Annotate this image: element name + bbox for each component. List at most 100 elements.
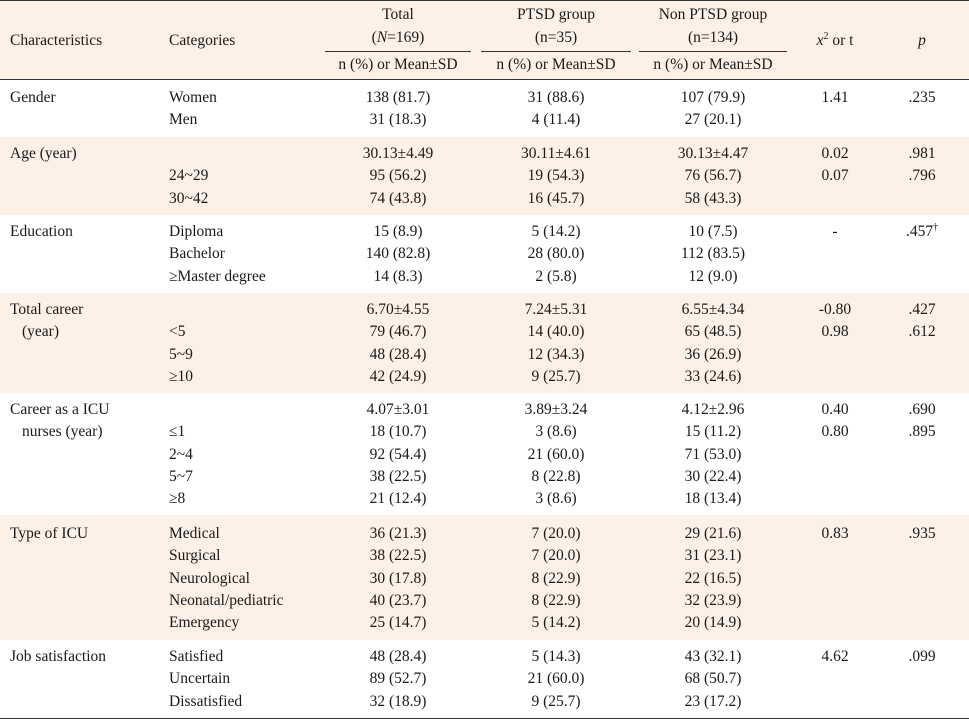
header-non-ptsd: Non PTSD group	[658, 6, 768, 23]
cell-ptsd: 3 (8.6)	[535, 423, 577, 441]
cell-non-ptsd: 33 (24.6)	[684, 367, 742, 385]
header-characteristics: Characteristics	[10, 32, 103, 49]
cell-total: 30 (17.8)	[369, 569, 427, 587]
cell-statistic: -0.80	[818, 301, 852, 318]
cell-category: Diploma	[169, 223, 224, 240]
cell-non-ptsd: 6.55±4.34	[681, 301, 745, 318]
cell-category: Dissatisfied	[169, 692, 243, 710]
cell-ptsd: 5 (14.2)	[531, 223, 581, 240]
header-total-n: (N=169)	[371, 29, 425, 46]
cell-p-value: .427	[908, 301, 936, 318]
cell-total: 48 (28.4)	[369, 648, 427, 665]
row-group-band	[0, 137, 969, 215]
cell-non-ptsd: 20 (14.9)	[684, 614, 742, 632]
cell-total: 31 (18.3)	[369, 111, 427, 129]
cell-category: Neurological	[169, 569, 250, 587]
cell-non-ptsd: 23 (17.2)	[684, 692, 742, 710]
header-statistic: x2 or t	[816, 30, 854, 49]
cell-category: 2~4	[169, 445, 193, 463]
cell-total: 18 (10.7)	[369, 423, 427, 441]
cell-total: 36 (21.3)	[369, 525, 427, 542]
cell-ptsd: 21 (60.0)	[527, 670, 585, 688]
cell-ptsd: 19 (54.3)	[527, 167, 585, 185]
cell-non-ptsd: 30 (22.4)	[684, 467, 742, 485]
cell-non-ptsd: 30.13±4.47	[677, 145, 749, 162]
cell-total: 79 (46.7)	[369, 323, 427, 341]
cell-p-value: .935	[908, 525, 936, 542]
header-p: p	[918, 32, 926, 49]
cell-non-ptsd: 18 (13.4)	[684, 490, 742, 508]
cell-category: Women	[169, 89, 217, 106]
cell-p-value: .981	[908, 145, 936, 162]
header-non-ptsd-n: (n=134)	[687, 29, 739, 46]
header-ptsd: PTSD group	[517, 6, 595, 23]
cell-total: 140 (82.8)	[365, 245, 431, 263]
cell-p-value: .457†	[905, 221, 939, 240]
group-label: Job satisfaction	[10, 648, 106, 665]
group-label: Type of ICU	[10, 525, 89, 542]
cell-statistic: -	[832, 223, 838, 240]
subheader-non-ptsd: n (%) or Mean±SD	[653, 56, 773, 73]
cell-ptsd: 16 (45.7)	[527, 189, 585, 207]
cell-total: 40 (23.7)	[369, 591, 427, 609]
cell-total: 48 (28.4)	[369, 345, 427, 363]
cell-ptsd: 21 (60.0)	[527, 445, 585, 463]
group-label: (year)	[22, 323, 59, 341]
row-group-band	[0, 515, 969, 640]
cell-category: Medical	[169, 525, 220, 542]
table-header-background	[0, 0, 969, 79]
cell-non-ptsd: 22 (16.5)	[684, 569, 742, 587]
cell-statistic: 0.98	[821, 323, 849, 341]
cell-ptsd: 5 (14.2)	[531, 614, 581, 632]
group-label: Career as a ICU	[10, 401, 110, 418]
cell-non-ptsd: 27 (20.1)	[684, 111, 742, 129]
cell-category: Satisfied	[169, 648, 224, 665]
cell-p-value: .796	[908, 167, 936, 185]
cell-total: 15 (8.9)	[373, 223, 423, 240]
cell-p-value: .690	[908, 401, 936, 418]
cell-non-ptsd: 29 (21.6)	[684, 525, 742, 542]
cell-category: ≤1	[169, 423, 186, 441]
cell-non-ptsd: 76 (56.7)	[684, 167, 742, 185]
cell-ptsd: 2 (5.8)	[535, 267, 577, 285]
cell-statistic: 1.41	[821, 89, 849, 106]
header-bottom-rule	[0, 79, 969, 80]
cell-p-value: .235	[908, 89, 936, 106]
cell-ptsd: 3 (8.6)	[535, 490, 577, 508]
cell-non-ptsd: 58 (43.3)	[684, 189, 742, 207]
cell-ptsd: 7 (20.0)	[531, 547, 581, 565]
cell-ptsd: 9 (25.7)	[531, 692, 581, 710]
cell-statistic: 0.83	[821, 525, 849, 542]
cell-ptsd: 7 (20.0)	[531, 525, 581, 542]
cell-category: Emergency	[169, 614, 240, 632]
cell-non-ptsd: 32 (23.9)	[684, 591, 742, 609]
cell-ptsd: 5 (14.3)	[531, 648, 581, 665]
cell-non-ptsd: 65 (48.5)	[684, 323, 742, 341]
cell-total: 32 (18.9)	[369, 692, 427, 710]
non-ptsd-underline	[639, 51, 787, 52]
cell-ptsd: 7.24±5.31	[524, 301, 588, 318]
cell-non-ptsd: 15 (11.2)	[684, 423, 742, 441]
cell-total: 42 (24.9)	[369, 367, 427, 385]
cell-total: 89 (52.7)	[369, 670, 427, 688]
group-label: Total career	[10, 301, 84, 318]
cell-total: 92 (54.4)	[369, 445, 427, 463]
cell-category: 24~29	[169, 167, 209, 185]
cell-non-ptsd: 107 (79.9)	[680, 89, 746, 106]
cell-category: 30~42	[169, 189, 209, 207]
top-rule	[0, 0, 969, 1]
group-label: nurses (year)	[22, 423, 103, 441]
group-label: Education	[10, 223, 73, 240]
cell-ptsd: 28 (80.0)	[527, 245, 585, 263]
cell-total: 38 (22.5)	[369, 467, 427, 485]
header-total: Total	[382, 6, 414, 23]
cell-ptsd: 14 (40.0)	[527, 323, 585, 341]
cell-non-ptsd: 10 (7.5)	[688, 223, 738, 240]
cell-category: <5	[169, 323, 186, 341]
ptsd-underline	[481, 51, 631, 52]
cell-total: 25 (14.7)	[369, 614, 427, 632]
cell-category: ≥Master degree	[169, 267, 266, 285]
cell-category: Neonatal/pediatric	[169, 591, 284, 609]
cell-ptsd: 8 (22.8)	[531, 467, 581, 485]
